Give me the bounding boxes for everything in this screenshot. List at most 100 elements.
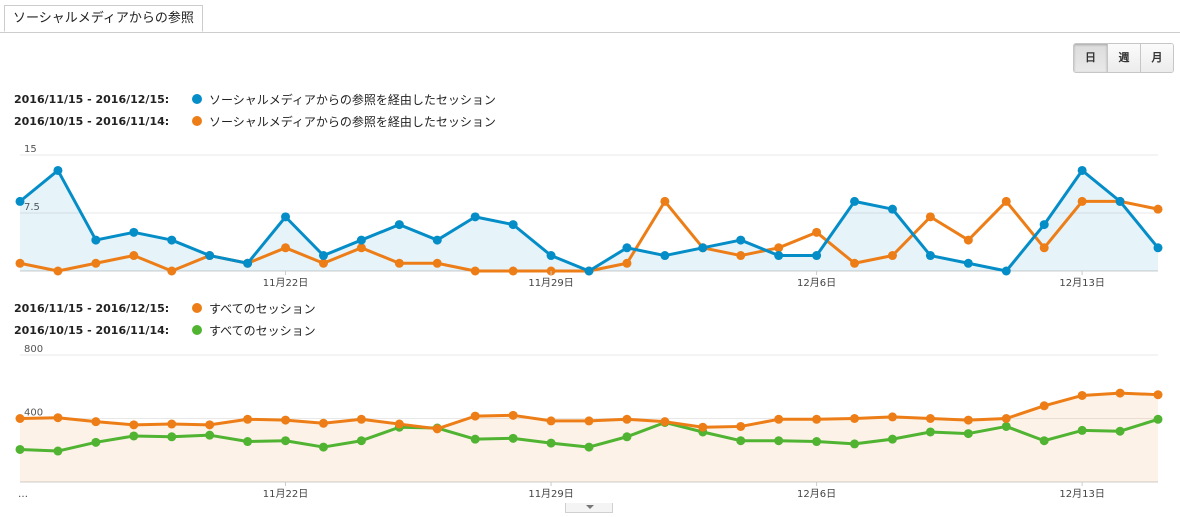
data-point (205, 420, 215, 430)
data-point (963, 258, 973, 268)
data-point (546, 416, 556, 426)
data-point (622, 432, 632, 442)
data-point (736, 251, 746, 261)
data-point (660, 417, 670, 427)
data-point (1039, 401, 1049, 411)
data-point (925, 251, 935, 261)
x-tick-label: 11月29日 (528, 488, 573, 500)
data-point (774, 414, 784, 424)
x-tick-label: 12月13日 (1059, 488, 1104, 500)
data-point (53, 413, 63, 423)
legend-range: 2016/11/15 - 2016/12/15: (14, 92, 170, 106)
data-point (318, 258, 328, 268)
data-point (15, 444, 25, 454)
legend-dot-green[interactable] (192, 325, 202, 335)
expand-toggle[interactable] (565, 503, 613, 513)
data-point (774, 436, 784, 446)
legend-label: ソーシャルメディアからの参照を経由したセッション (209, 92, 496, 107)
data-point (660, 251, 670, 261)
data-point (243, 258, 253, 268)
legend-label: すべてのセッション (209, 301, 316, 316)
data-point (129, 420, 139, 430)
x-tick-label: … (18, 489, 28, 500)
data-point (470, 411, 480, 421)
data-point (167, 432, 177, 442)
data-point (205, 251, 215, 261)
y-tick-label: 7.5 (24, 202, 40, 213)
data-point (887, 434, 897, 444)
data-point (1153, 204, 1163, 214)
data-point (963, 415, 973, 425)
data-point (243, 437, 253, 447)
data-point (1153, 414, 1163, 424)
data-point (925, 212, 935, 222)
period-week-button[interactable]: 週 (1107, 44, 1140, 72)
data-point (394, 220, 404, 230)
data-point (1153, 390, 1163, 400)
data-point (356, 436, 366, 446)
tab-strip: ソーシャルメディアからの参照 (0, 0, 1180, 33)
data-point (812, 437, 822, 447)
data-point (508, 266, 518, 276)
data-point (774, 251, 784, 261)
legend-row-bottom-current: 2016/11/15 - 2016/12/15: すべてのセッション (14, 299, 316, 317)
data-point (546, 438, 556, 448)
period-day-button[interactable]: 日 (1074, 44, 1107, 72)
period-month-button[interactable]: 月 (1140, 44, 1173, 72)
data-point (470, 212, 480, 222)
data-point (812, 251, 822, 261)
data-point (129, 227, 139, 237)
data-point (963, 429, 973, 439)
legend-row-top-current: 2016/11/15 - 2016/12/15: ソーシャルメディアからの参照を… (14, 90, 496, 108)
legend-range: 2016/10/15 - 2016/11/14: (14, 114, 170, 128)
data-point (1001, 414, 1011, 423)
data-point (887, 251, 897, 261)
series-area (20, 393, 1158, 482)
y-tick-label: 15 (24, 144, 37, 155)
data-point (1115, 388, 1125, 398)
data-point (167, 266, 177, 276)
data-point (850, 258, 860, 268)
data-point (1039, 436, 1049, 446)
data-point (470, 266, 480, 276)
data-point (1115, 426, 1125, 436)
data-point (622, 258, 632, 268)
data-point (394, 258, 404, 268)
data-point (1153, 243, 1163, 253)
legend-dot-blue[interactable] (192, 94, 202, 104)
data-point (1077, 390, 1087, 400)
data-point (167, 419, 177, 429)
data-point (1077, 196, 1087, 206)
sessions-social-chart[interactable]: 15 7.5 11月22日 11月29日 12月6日 12月13日 (0, 135, 1180, 290)
data-point (318, 418, 328, 428)
data-point (394, 419, 404, 429)
series-area (20, 170, 1158, 271)
data-point (508, 433, 518, 443)
legend-dot-orange[interactable] (192, 303, 202, 313)
data-point (584, 442, 594, 452)
data-point (698, 422, 708, 432)
data-point (129, 251, 139, 261)
data-point (546, 251, 556, 261)
x-tick-label: 12月6日 (797, 488, 836, 500)
data-point (850, 439, 860, 449)
data-point (1039, 220, 1049, 230)
data-point (660, 196, 670, 206)
all-sessions-chart[interactable]: 800 400 … 11月22日 11月29日 12月6日 12月13日 (0, 345, 1180, 503)
data-point (925, 427, 935, 437)
data-point (812, 227, 822, 237)
legend-dot-orange[interactable] (192, 116, 202, 126)
tab-social-referrals[interactable]: ソーシャルメディアからの参照 (4, 5, 203, 32)
x-tick-label: 12月6日 (797, 277, 836, 289)
legend-row-top-previous: 2016/10/15 - 2016/11/14: ソーシャルメディアからの参照を… (14, 112, 496, 130)
data-point (356, 414, 366, 424)
data-point (925, 414, 935, 423)
data-point (281, 415, 291, 425)
data-point (1039, 243, 1049, 253)
data-point (243, 414, 253, 424)
data-point (698, 243, 708, 253)
data-point (850, 414, 860, 423)
data-point (281, 243, 291, 253)
data-point (318, 251, 328, 261)
legend-range: 2016/11/15 - 2016/12/15: (14, 301, 170, 315)
